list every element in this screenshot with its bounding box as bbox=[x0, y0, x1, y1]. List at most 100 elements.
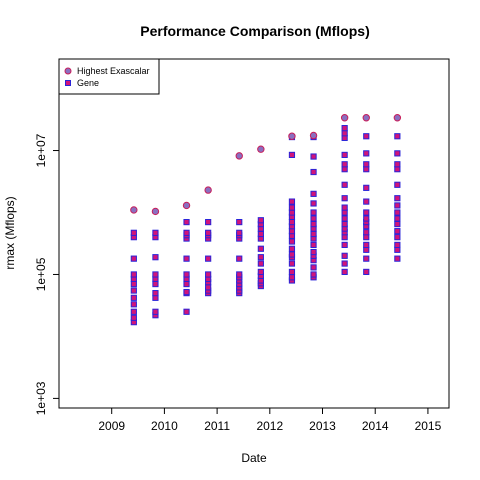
gene-point bbox=[310, 209, 317, 216]
gene-point bbox=[310, 200, 317, 207]
gene-point bbox=[257, 245, 264, 252]
axes: 2009 2010 2011 2012 2013 2014 2015 1e+03 1e+05 1e… bbox=[34, 133, 442, 433]
gene-point bbox=[363, 198, 370, 205]
gene-point bbox=[205, 255, 212, 262]
gene-point bbox=[394, 255, 401, 262]
y-axis-label: rmax (Mflops) bbox=[3, 196, 17, 269]
gene-point bbox=[288, 198, 296, 205]
gene-point bbox=[152, 280, 159, 288]
gene-point bbox=[183, 280, 190, 288]
gene-point bbox=[310, 168, 317, 176]
gene-point bbox=[130, 271, 137, 278]
x-tick-label: 2009 bbox=[98, 419, 125, 433]
gene-point bbox=[257, 217, 264, 224]
gene-point bbox=[341, 161, 348, 168]
gene-point bbox=[341, 195, 348, 202]
gene-point bbox=[310, 190, 317, 197]
gene-point bbox=[310, 230, 317, 238]
gene-point bbox=[152, 254, 159, 261]
gene-point bbox=[363, 241, 370, 249]
gene-point bbox=[394, 202, 401, 209]
gene-point bbox=[310, 153, 317, 160]
gene-point bbox=[183, 271, 190, 278]
gene-point bbox=[288, 204, 296, 211]
data-points bbox=[130, 114, 402, 326]
highest-exascalar-point bbox=[235, 152, 243, 160]
gene-point bbox=[363, 215, 370, 222]
gene-point bbox=[236, 229, 243, 236]
gene-point bbox=[288, 260, 296, 267]
gene-point bbox=[341, 241, 348, 249]
highest-exascalar-point bbox=[309, 131, 318, 140]
gene-point bbox=[288, 218, 296, 226]
gene-point bbox=[152, 308, 159, 315]
gene-point bbox=[130, 294, 137, 301]
x-tick-label: 2013 bbox=[309, 419, 336, 433]
gene-point bbox=[363, 161, 370, 168]
gene-point bbox=[363, 133, 370, 140]
gene-point bbox=[152, 229, 159, 236]
legend: Highest Exascalar Gene bbox=[58, 58, 160, 95]
gene-point bbox=[394, 241, 401, 249]
gene-point bbox=[236, 271, 243, 278]
gene-point bbox=[288, 151, 296, 159]
gene-point bbox=[394, 215, 401, 222]
gene-point bbox=[288, 268, 296, 276]
y-tick-label: 1e+03 bbox=[34, 381, 48, 415]
gene-point bbox=[341, 204, 348, 211]
legend-marker-highest-exascalar bbox=[64, 67, 72, 75]
gene-point bbox=[183, 255, 190, 262]
highest-exascalar-point bbox=[130, 206, 138, 214]
highest-exascalar-point bbox=[204, 186, 212, 194]
gene-point bbox=[205, 229, 212, 236]
gene-point bbox=[363, 268, 370, 276]
gene-point bbox=[394, 195, 401, 202]
legend-marker-gene bbox=[65, 80, 71, 86]
highest-exascalar-point bbox=[393, 114, 402, 122]
gene-point bbox=[130, 308, 137, 315]
gene-point bbox=[394, 220, 401, 228]
gene-point bbox=[257, 260, 264, 267]
gene-point bbox=[394, 209, 401, 216]
gene-point bbox=[341, 220, 348, 228]
highest-exascalar-point bbox=[151, 207, 160, 216]
gene-point bbox=[341, 130, 348, 137]
gene-point bbox=[236, 255, 243, 262]
gene-point bbox=[130, 229, 137, 236]
y-tick-label: 1e+07 bbox=[34, 133, 48, 167]
gene-point bbox=[394, 150, 401, 157]
highest-exascalar-point bbox=[340, 114, 349, 122]
x-tick-label: 2011 bbox=[204, 419, 230, 433]
gene-point bbox=[341, 181, 348, 188]
gene-point bbox=[257, 254, 264, 261]
gene-point bbox=[394, 161, 401, 168]
x-axis-label: Date bbox=[241, 451, 267, 465]
gene-point bbox=[341, 125, 348, 132]
gene-point bbox=[152, 290, 159, 297]
gene-point bbox=[363, 229, 370, 236]
x-tick-label: 2010 bbox=[151, 419, 178, 433]
gene-point bbox=[394, 234, 401, 241]
gene-point bbox=[257, 230, 264, 238]
gene-point bbox=[183, 229, 190, 236]
gene-point bbox=[130, 255, 137, 262]
gene-point bbox=[394, 228, 401, 235]
highest-exascalar-point bbox=[182, 201, 191, 210]
legend-box bbox=[58, 58, 160, 95]
gene-point bbox=[363, 150, 370, 157]
gene-point bbox=[257, 268, 264, 276]
gene-point bbox=[130, 301, 137, 308]
gene-point bbox=[394, 133, 401, 140]
gene-point bbox=[152, 271, 159, 278]
gene-point bbox=[341, 151, 348, 159]
gene-point bbox=[310, 215, 317, 222]
gene-point bbox=[310, 248, 317, 256]
gene-point bbox=[183, 288, 190, 296]
gene-point bbox=[130, 314, 137, 321]
gene-point bbox=[183, 218, 190, 226]
gene-point bbox=[363, 184, 370, 191]
gene-point bbox=[130, 287, 137, 294]
x-tick-label: 2014 bbox=[362, 419, 389, 433]
gene-point bbox=[310, 241, 317, 249]
